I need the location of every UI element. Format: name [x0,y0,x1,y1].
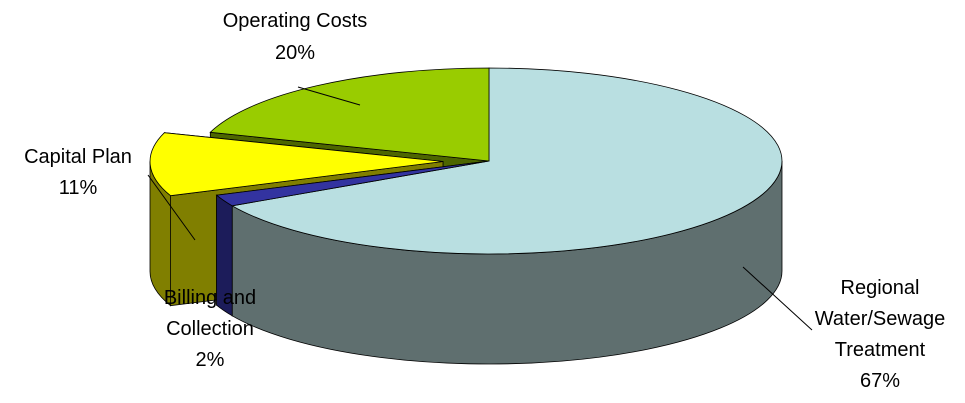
slice-top-capital [149,132,444,197]
slice-pct-regional: 67% [860,370,900,392]
slice-pct-capital: 11% [59,177,98,199]
slice-label-billing-line-1: Billing and [164,287,256,309]
slice-label-operating: Operating Costs [223,10,368,32]
slice-label-billing-line-2: Collection [166,318,254,340]
pie-tops [149,67,783,255]
leader-line-operating [297,86,361,106]
slice-label-regional-line-1: Regional [841,277,920,299]
slice-label-regional-line-3: Treatment [835,339,926,361]
slice-label-regional-line-2: Water/Sewage [815,308,945,330]
slice-top-billing [215,160,490,207]
leader-line-capital [147,174,196,241]
slice-top-operating [209,67,490,162]
slice-pct-billing: 2% [196,349,225,371]
leader-line-regional [742,266,813,331]
slice-top-regional [231,67,783,255]
leader-lines [147,86,813,331]
slice-label-capital: Capital Plan [24,146,132,168]
slice-pct-operating: 20% [275,42,315,64]
